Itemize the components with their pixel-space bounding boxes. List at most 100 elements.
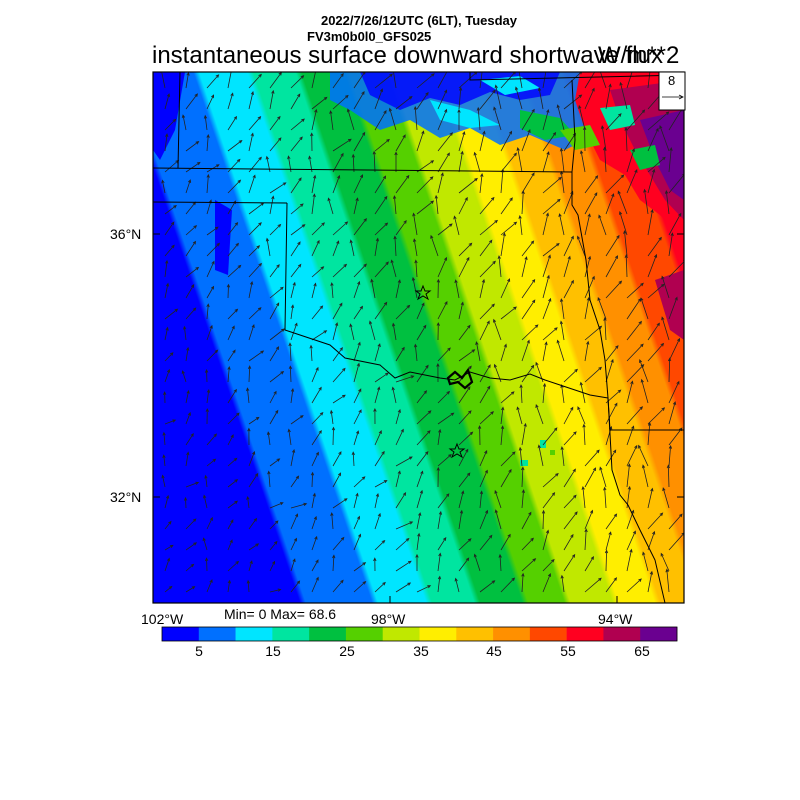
wind-arrow [266, 431, 271, 446]
wind-arrow [577, 406, 586, 425]
wind-arrow [479, 469, 488, 488]
wind-arrow [437, 390, 451, 404]
wind-arrow [248, 323, 255, 341]
wind-arrow [227, 560, 240, 572]
wind-arrow [206, 242, 221, 257]
station-star [414, 284, 432, 301]
wind-arrow [327, 197, 334, 215]
wind-arrow [458, 386, 471, 404]
wind-arrow [437, 132, 453, 152]
wind-arrow [206, 94, 214, 110]
flux-field [153, 72, 684, 603]
wind-arrow [416, 512, 422, 530]
wind-arrow [542, 109, 550, 131]
wind-arrow [227, 479, 239, 488]
wind-arrow [290, 580, 301, 593]
wind-arrow [206, 324, 213, 341]
wind-arrow [395, 408, 401, 425]
wind-arrow [290, 75, 305, 89]
wind-arrow [521, 299, 536, 320]
wind-arrow [374, 88, 383, 110]
wind-arrow [416, 364, 429, 383]
wind-arrow [269, 223, 282, 236]
wind-arrow [584, 528, 588, 551]
wind-arrow [248, 132, 254, 152]
wind-arrow [206, 516, 213, 530]
wind-arrow [161, 474, 166, 488]
wind-arrow [437, 300, 448, 320]
colorbar-swatch [198, 627, 236, 641]
wind-arrow [542, 254, 551, 278]
wind-arrow [626, 320, 642, 341]
wind-arrow [164, 419, 177, 425]
colorbar-swatch [493, 627, 531, 641]
wind-arrow [668, 337, 680, 362]
wind-arrow [248, 245, 261, 257]
wind-arrow [457, 108, 461, 130]
wind-arrow [416, 324, 427, 341]
wind-arrow [542, 176, 562, 194]
wind-arrow [584, 509, 594, 530]
wind-arrow [479, 89, 496, 110]
wind-arrow [598, 214, 607, 236]
station-star [448, 442, 466, 459]
map-frame [152, 71, 685, 604]
wind-arrow [185, 179, 192, 194]
wind-arrow [161, 179, 166, 194]
wind-arrow [500, 425, 505, 446]
colorbar-swatch [419, 627, 457, 641]
wind-arrow [521, 190, 525, 215]
wind-arrow [500, 468, 512, 488]
wind-arrow [603, 316, 607, 341]
wind-arrow [479, 239, 493, 257]
wind-arrow [290, 322, 298, 341]
wind-arrow [185, 451, 190, 467]
wind-arrow [436, 322, 440, 341]
wind-arrow [659, 125, 670, 152]
wind-arrow [479, 219, 498, 236]
wind-arrow [521, 364, 535, 383]
wind-arrow [248, 222, 262, 236]
wind-arrow [626, 148, 635, 173]
wind-arrow [577, 235, 586, 257]
wind-arrow [373, 408, 377, 425]
wind-arrow [311, 239, 320, 257]
wind-arrow [288, 342, 292, 362]
colorbar-label: 5 [195, 643, 203, 659]
wind-arrow [541, 509, 546, 530]
wind-arrow [374, 430, 382, 446]
wind-arrow [290, 241, 301, 257]
colorbar-swatch [309, 627, 347, 641]
wind-arrow [494, 84, 502, 110]
state-boundaries [153, 72, 684, 603]
wind-arrow [521, 339, 530, 362]
wind-arrow [332, 498, 348, 509]
wind-arrow [206, 133, 210, 152]
wind-arrow [535, 404, 544, 425]
wind-arrow [647, 253, 658, 278]
wind-arrow [416, 91, 429, 110]
wind-arrow [227, 500, 239, 509]
wind-arrow [584, 213, 591, 236]
wind-arrow [542, 297, 552, 320]
wind-arrow [311, 535, 318, 551]
wind-arrow [373, 557, 377, 572]
wind-arrow [516, 146, 523, 173]
wind-arrow [479, 172, 484, 194]
wind-arrow [436, 362, 440, 383]
wind-arrow [206, 433, 218, 446]
wind-arrow [391, 386, 397, 404]
wind-arrow [185, 266, 200, 278]
wind-arrow [542, 242, 560, 257]
wind-arrow [563, 511, 578, 530]
wind-arrow [479, 509, 489, 530]
wind-arrow [454, 577, 460, 593]
wind-arrow [202, 537, 208, 551]
wind-arrow [458, 131, 466, 152]
wind-arrow [584, 325, 603, 341]
wind-arrow [248, 350, 265, 362]
wind-arrow [185, 346, 190, 362]
wind-arrow [185, 161, 201, 173]
wind-arrow [183, 496, 188, 509]
wind-arrow [290, 304, 295, 320]
